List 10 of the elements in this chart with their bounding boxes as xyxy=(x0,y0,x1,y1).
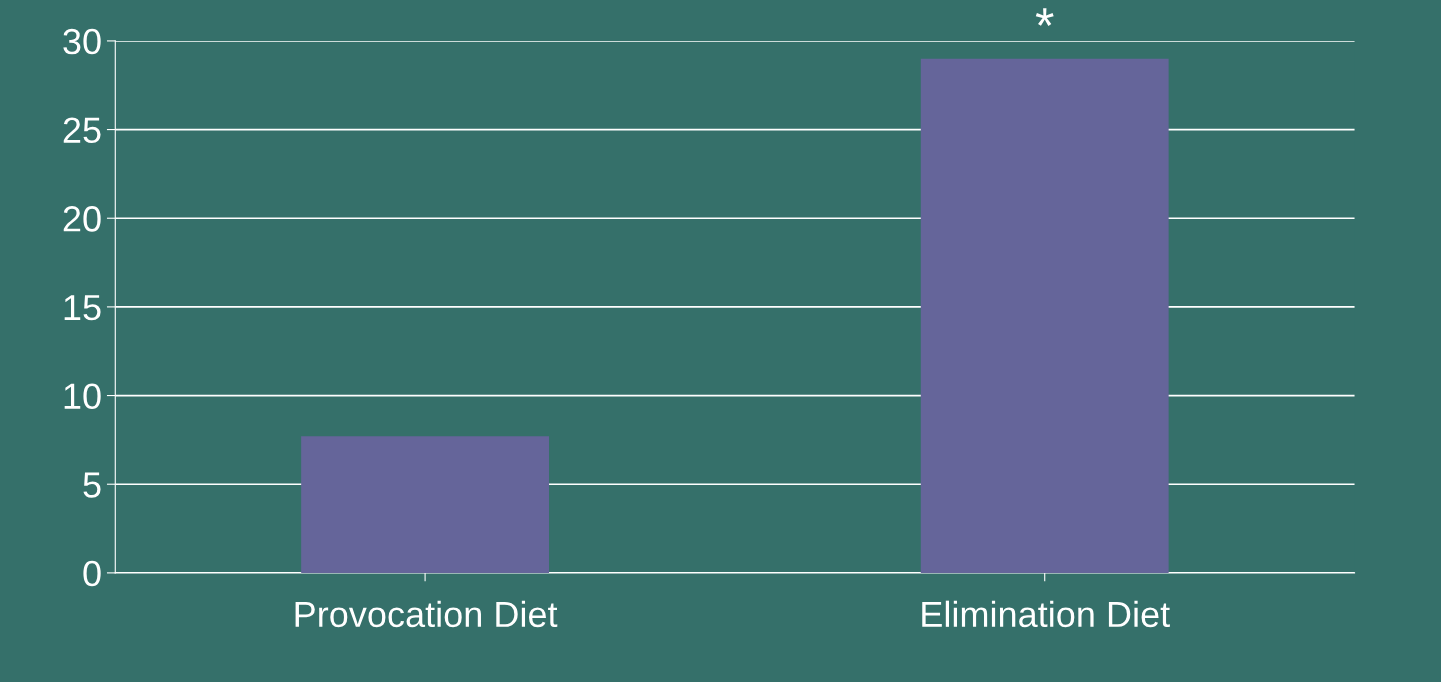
annotation: * xyxy=(1035,8,1054,26)
y-tick-label: 5 xyxy=(83,472,101,498)
y-tick-label: 30 xyxy=(63,28,101,55)
y-tick-label: 0 xyxy=(83,560,101,587)
y-tick-label: 25 xyxy=(63,117,101,144)
y-tick-label: 20 xyxy=(63,206,101,232)
x-tick-label: Elimination Diet xyxy=(922,600,1170,628)
x-tick-label: Provocation Diet xyxy=(295,600,558,628)
y-tick-label: 15 xyxy=(64,295,101,321)
y-tick-label: 10 xyxy=(64,383,101,409)
